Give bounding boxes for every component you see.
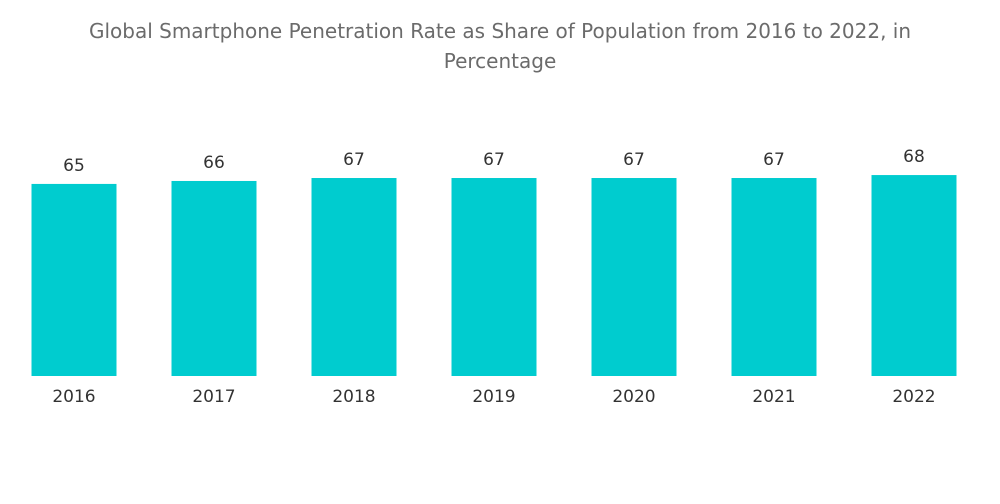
value-label: 67 — [343, 150, 365, 170]
x-tick-label: 2019 — [472, 387, 515, 407]
x-tick-label: 2017 — [192, 387, 235, 407]
value-label: 67 — [763, 150, 785, 170]
value-label: 67 — [483, 150, 505, 170]
x-tick-label: 2016 — [52, 387, 95, 407]
bar — [731, 178, 817, 376]
bar — [311, 178, 397, 376]
value-label: 67 — [623, 150, 645, 170]
x-tick-label: 2018 — [332, 387, 375, 407]
bar — [871, 175, 957, 376]
value-label: 68 — [903, 147, 925, 167]
x-tick-label: 2021 — [752, 387, 795, 407]
bar — [591, 178, 677, 376]
bar — [451, 178, 537, 376]
x-tick-label: 2022 — [892, 387, 935, 407]
value-label: 65 — [63, 156, 85, 176]
value-label: 66 — [203, 153, 225, 173]
bar — [31, 183, 117, 376]
x-tick-label: 2020 — [612, 387, 655, 407]
chart-title: Global Smartphone Penetration Rate as Sh… — [88, 19, 912, 73]
bar — [171, 180, 257, 376]
